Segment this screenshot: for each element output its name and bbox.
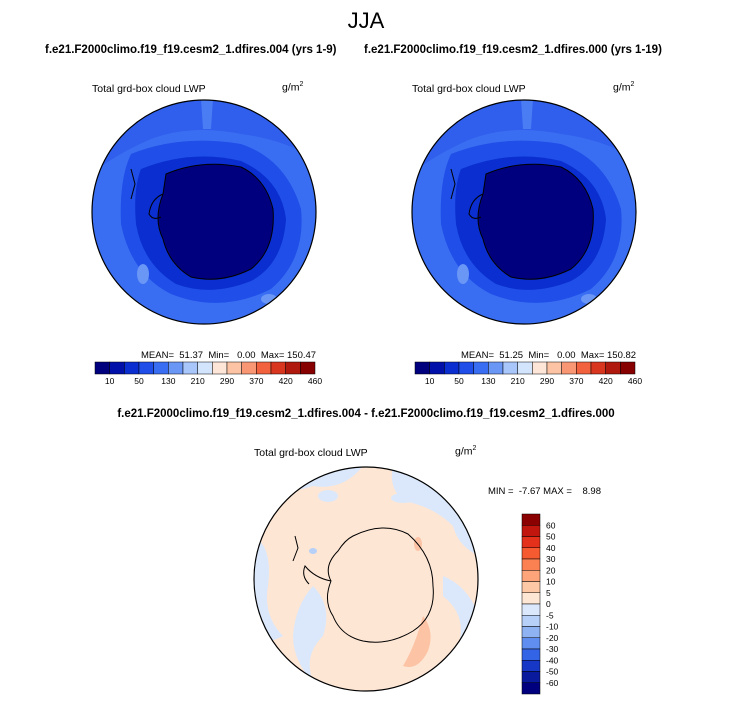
colorbar-left: 10 50 130 210 290 370 420 460 (94, 361, 322, 386)
colorbar-right-swatch (444, 361, 460, 375)
colorbar-right-swatch (502, 361, 518, 375)
colorbar-difference-swatch (521, 513, 541, 526)
colorbar-difference-swatch (521, 682, 541, 695)
colorbar-right-swatch (605, 361, 621, 375)
colorbar-difference-tick-label: 60 (546, 520, 556, 530)
colorbar-left-tick-label: 460 (308, 376, 322, 386)
colorbar-difference-swatch (521, 648, 541, 661)
colorbar-left-swatch (109, 361, 125, 375)
colorbar-difference-tick-label: 30 (546, 554, 556, 564)
difference-title: f.e21.F2000climo.f19_f19.cesm2_1.dfires.… (117, 408, 615, 420)
colorbar-difference-swatch (521, 592, 541, 605)
stats-diff: MIN = -7.67 MAX = 8.98 (488, 486, 601, 497)
colorbar-right-swatch (620, 361, 636, 375)
polar-map-right (411, 99, 637, 325)
colorbar-left-swatch (182, 361, 198, 375)
colorbar-difference-swatch (521, 547, 541, 560)
colorbar-right-tick-label: 50 (454, 376, 464, 386)
case-title-left: f.e21.F2000climo.f19_f19.cesm2_1.dfires.… (45, 44, 337, 56)
colorbar-right-tick-label: 420 (599, 376, 613, 386)
colorbar-difference-tick-label: -50 (546, 667, 559, 677)
colorbar-right-tick-label: 370 (569, 376, 583, 386)
colorbar-right-swatch (429, 361, 445, 375)
case-title-right: f.e21.F2000climo.f19_f19.cesm2_1.dfires.… (364, 44, 662, 56)
colorbar-right-swatch (576, 361, 592, 375)
colorbar-left-swatch (94, 361, 110, 375)
colorbar-left-tick-label: 210 (191, 376, 205, 386)
variable-label-right: Total grd-box cloud LWP (412, 83, 526, 95)
colorbar-difference-swatch (521, 660, 541, 672)
colorbar-difference-swatch (521, 671, 541, 683)
colorbar-difference-swatch (521, 570, 541, 582)
colorbar-left-swatch (241, 361, 257, 375)
colorbar-difference-swatch (521, 525, 541, 537)
colorbar-left-tick-label: 370 (249, 376, 263, 386)
colorbar-difference-tick-label: 0 (546, 599, 551, 609)
colorbar-right-swatch (458, 361, 474, 375)
colorbar-right-swatch (517, 361, 533, 375)
colorbar-right-tick-label: 10 (425, 376, 435, 386)
colorbar-difference-swatch (521, 637, 541, 650)
colorbar-difference-tick-label: -10 (546, 622, 559, 632)
colorbar-difference-tick-label: -60 (546, 678, 559, 688)
colorbar-left-tick-label: 130 (161, 376, 175, 386)
colorbar-right-tick-label: 460 (628, 376, 642, 386)
colorbar-difference-swatch (521, 626, 541, 638)
colorbar-difference-tick-label: -20 (546, 633, 559, 643)
colorbar-difference-tick-label: 50 (546, 532, 556, 542)
colorbar-right-swatch (488, 361, 504, 375)
colorbar-difference-tick-label: -5 (546, 610, 554, 620)
colorbar-difference-tick-label: 10 (546, 577, 556, 587)
polar-map-left (91, 99, 317, 325)
colorbar-difference-swatch (521, 536, 541, 548)
variable-label-left: Total grd-box cloud LWP (92, 83, 206, 95)
variable-label-diff: Total grd-box cloud LWP (254, 447, 368, 459)
units-label-diff: g/m2 (455, 445, 477, 458)
colorbar-right-tick-label: 130 (481, 376, 495, 386)
colorbar-difference-swatch (521, 581, 541, 593)
colorbar-right-tick-label: 290 (540, 376, 554, 386)
polar-map-difference (253, 466, 479, 692)
colorbar-left-swatch (168, 361, 184, 375)
colorbar-left-swatch (153, 361, 169, 375)
colorbar-left-swatch (270, 361, 286, 375)
colorbar-left-swatch (256, 361, 272, 375)
season-title: JJA (347, 8, 385, 33)
colorbar-left-swatch (124, 361, 140, 375)
stats-right: MEAN= 51.25 Min= 0.00 Max= 150.82 (461, 350, 637, 361)
units-label-right: g/m2 (613, 81, 635, 94)
colorbar-difference-tick-label: 20 (546, 565, 556, 575)
colorbar-left-swatch (300, 361, 316, 375)
colorbar-difference-tick-label: 40 (546, 543, 556, 553)
colorbar-difference-tick-label: -40 (546, 655, 559, 665)
colorbar-right-swatch (473, 361, 489, 375)
colorbar-left-swatch (226, 361, 242, 375)
colorbar-difference-swatch (521, 615, 541, 627)
colorbar-right: 10 50 130 210 290 370 420 460 (414, 361, 642, 386)
colorbar-right-swatch (561, 361, 577, 375)
colorbar-left-swatch (285, 361, 301, 375)
colorbar-difference-swatch (521, 603, 541, 616)
colorbar-right-swatch (546, 361, 562, 375)
colorbar-left-tick-label: 290 (220, 376, 234, 386)
colorbar-right-tick-label: 210 (511, 376, 525, 386)
colorbar-left-tick-label: 50 (134, 376, 144, 386)
stats-left: MEAN= 51.37 Min= 0.00 Max= 150.47 (141, 350, 317, 361)
colorbar-right-swatch (532, 361, 548, 375)
colorbar-difference-swatch (521, 558, 541, 571)
colorbar-left-tick-label: 420 (279, 376, 293, 386)
colorbar-right-swatch (590, 361, 606, 375)
units-label-left: g/m2 (282, 81, 304, 94)
colorbar-right-swatch (414, 361, 430, 375)
colorbar-difference-tick-label: 5 (546, 588, 551, 598)
colorbar-left-swatch (197, 361, 213, 375)
colorbar-left-swatch (138, 361, 154, 375)
colorbar-difference-tick-label: -30 (546, 644, 559, 654)
colorbar-left-swatch (212, 361, 228, 375)
colorbar-left-tick-label: 10 (105, 376, 115, 386)
